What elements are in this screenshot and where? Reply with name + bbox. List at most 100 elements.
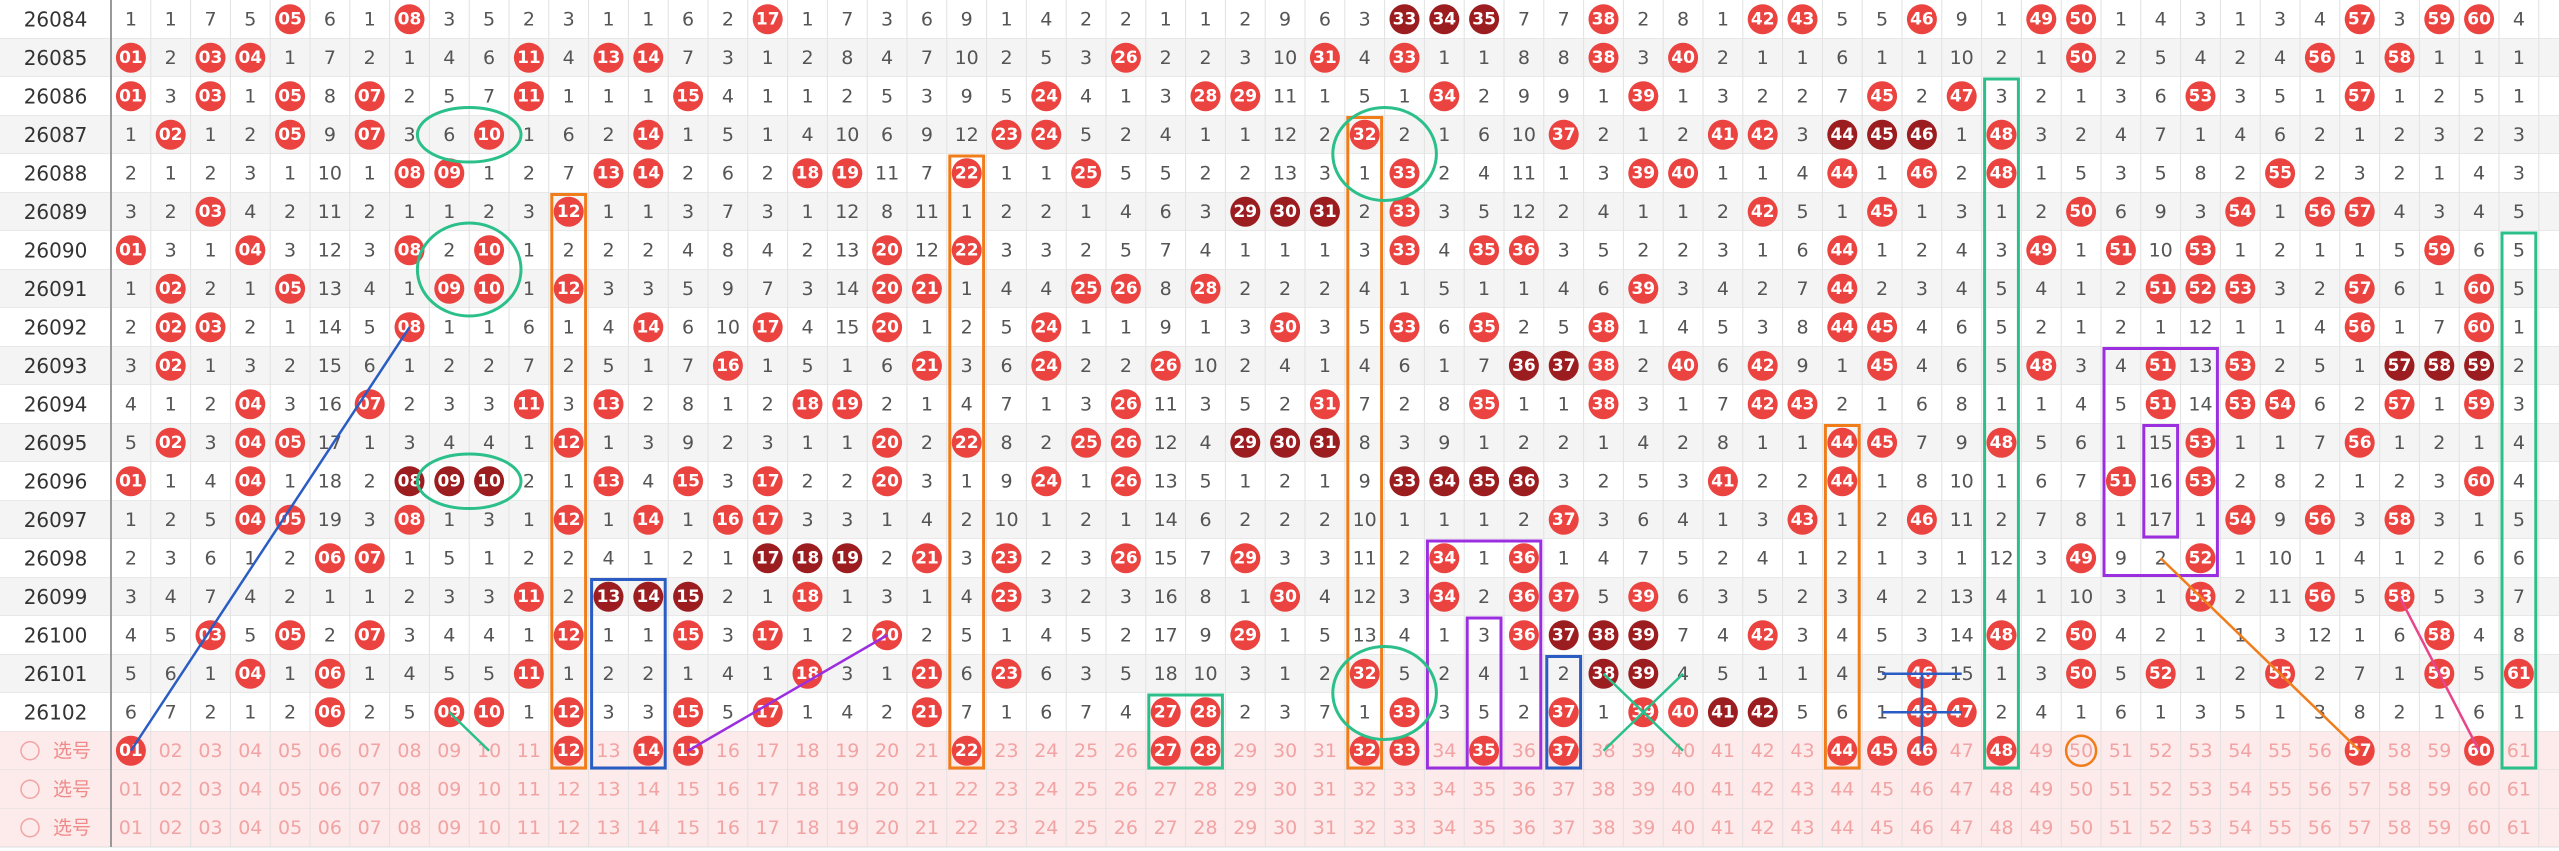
number-ball <box>673 581 704 612</box>
miss-number: 2 <box>2115 47 2127 69</box>
number-ball <box>1548 350 1579 381</box>
miss-number: 1 <box>642 355 654 377</box>
miss-number: 8 <box>1160 278 1172 300</box>
miss-number: 5 <box>2115 663 2127 685</box>
number-ball <box>2384 504 2415 535</box>
miss-number: 2 <box>1518 509 1530 531</box>
miss-number: 1 <box>2354 624 2366 646</box>
miss-number: 4 <box>682 239 694 261</box>
select-number: 47 <box>1950 778 1974 800</box>
select-number: 42 <box>1751 778 1775 800</box>
miss-number: 6 <box>364 355 376 377</box>
number-ball <box>1508 581 1539 612</box>
ball-number: 58 <box>2388 48 2412 68</box>
miss-number: 3 <box>1279 547 1291 569</box>
number-ball <box>593 42 624 73</box>
miss-number: 1 <box>364 432 376 454</box>
miss-number: 3 <box>1239 47 1251 69</box>
miss-number: 2 <box>1438 162 1450 184</box>
annotation-ellipse <box>415 452 523 510</box>
select-label[interactable]: 选号 <box>53 778 91 800</box>
ball-number: 54 <box>2228 202 2252 222</box>
select-number: 43 <box>1790 740 1814 762</box>
miss-number: 5 <box>801 355 813 377</box>
number-ball <box>1867 350 1898 381</box>
ball-number: 03 <box>199 202 223 222</box>
select-number: 47 <box>1950 740 1974 762</box>
ball-number: 37 <box>1552 510 1576 530</box>
miss-number: 1 <box>642 85 654 107</box>
ball-number: 02 <box>159 279 183 299</box>
select-number: 26 <box>1114 740 1138 762</box>
miss-number: 1 <box>403 547 415 569</box>
row-bg <box>0 38 2559 77</box>
select-number: 51 <box>2109 778 2133 800</box>
select-label[interactable]: 选号 <box>53 817 91 839</box>
ball-number: 42 <box>1751 202 1775 222</box>
row-bg <box>0 77 2559 116</box>
miss-number: 11 <box>2268 586 2292 608</box>
select-number: 52 <box>2149 778 2173 800</box>
number-ball <box>1548 119 1579 150</box>
miss-number: 7 <box>1637 547 1649 569</box>
miss-number: 8 <box>722 239 734 261</box>
number-ball <box>1588 42 1619 73</box>
ball-number: 17 <box>756 510 780 530</box>
miss-number: 1 <box>1359 162 1371 184</box>
miss-number: 4 <box>1677 509 1689 531</box>
ball-number: 29 <box>1233 433 1257 453</box>
ball-number: 16 <box>716 356 740 376</box>
miss-number: 7 <box>2433 316 2445 338</box>
miss-number: 2 <box>1995 701 2007 723</box>
miss-number: 14 <box>1950 624 1974 646</box>
select-number: 40 <box>1671 817 1695 839</box>
ball-number: 26 <box>1114 394 1138 414</box>
ball-number: 07 <box>358 394 382 414</box>
miss-number: 1 <box>1518 278 1530 300</box>
number-ball <box>951 427 982 458</box>
miss-number: 2 <box>403 85 415 107</box>
miss-number: 2 <box>2513 355 2525 377</box>
number-ball <box>553 697 584 728</box>
ball-number: 40 <box>1671 356 1695 376</box>
miss-number: 5 <box>125 663 137 685</box>
row-bg <box>0 385 2559 424</box>
miss-number: 7 <box>1518 8 1530 30</box>
annotation-box <box>1147 693 1224 770</box>
select-number: 59 <box>2427 778 2451 800</box>
number-ball <box>752 466 783 497</box>
miss-number: 4 <box>204 470 216 492</box>
miss-number: 1 <box>1239 124 1251 146</box>
ball-number: 45 <box>1870 356 1894 376</box>
miss-number: 1 <box>1836 355 1848 377</box>
miss-number: 1 <box>2155 586 2167 608</box>
miss-number: 4 <box>1199 432 1211 454</box>
miss-number: 9 <box>921 124 933 146</box>
miss-number: 5 <box>1000 85 1012 107</box>
miss-number: 1 <box>2075 85 2087 107</box>
ball-number: 53 <box>2189 86 2213 106</box>
number-ball <box>1508 543 1539 574</box>
number-ball <box>155 350 186 381</box>
miss-number: 5 <box>1717 663 1729 685</box>
select-number: 42 <box>1751 740 1775 762</box>
ball-number: 22 <box>955 433 979 453</box>
annotation-box <box>590 578 667 770</box>
ball-number: 41 <box>1711 471 1735 491</box>
miss-number: 1 <box>1637 201 1649 223</box>
select-number: 60 <box>2467 778 2491 800</box>
miss-number: 2 <box>1040 432 1052 454</box>
miss-number: 7 <box>1199 547 1211 569</box>
miss-number: 9 <box>1796 355 1808 377</box>
miss-number: 2 <box>1279 470 1291 492</box>
number-ball <box>911 658 942 689</box>
miss-number: 5 <box>2035 432 2047 454</box>
select-label[interactable]: 选号 <box>53 740 91 762</box>
select-number: 16 <box>716 817 740 839</box>
number-ball <box>2185 273 2216 304</box>
number-ball <box>752 312 783 343</box>
miss-number: 3 <box>443 8 455 30</box>
miss-number: 3 <box>961 547 973 569</box>
miss-number: 1 <box>125 278 137 300</box>
miss-number: 3 <box>2393 8 2405 30</box>
